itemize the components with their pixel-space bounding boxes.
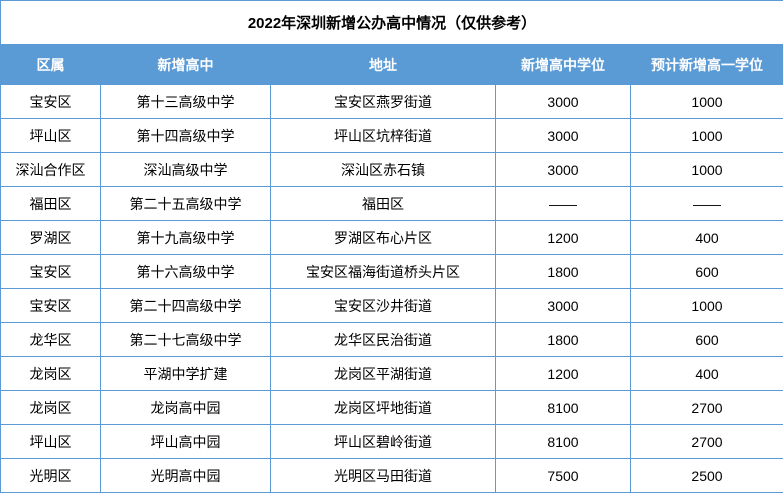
table-cell: 龙华区民治街道 — [271, 323, 496, 357]
table-cell: 坪山区 — [1, 119, 101, 153]
table-cell: 深汕合作区 — [1, 153, 101, 187]
table-title: 2022年深圳新增公办高中情况（仅供参考） — [1, 1, 783, 45]
table-cell: 坪山高中园 — [101, 425, 271, 459]
table-cell: 1200 — [496, 221, 631, 255]
table-cell: 第二十七高级中学 — [101, 323, 271, 357]
col-header-grade1-seats: 预计新增高一学位 — [631, 45, 783, 85]
table-cell: 3000 — [496, 289, 631, 323]
table-cell: 深汕高级中学 — [101, 153, 271, 187]
table-cell: 第十四高级中学 — [101, 119, 271, 153]
table-cell: 1800 — [496, 255, 631, 289]
table-row: 龙岗区龙岗高中园龙岗区坪地街道81002700 — [1, 391, 783, 425]
table-cell: 第十九高级中学 — [101, 221, 271, 255]
table-cell: 第二十四高级中学 — [101, 289, 271, 323]
table-row: 坪山区第十四高级中学坪山区坑梓街道30001000 — [1, 119, 783, 153]
table-cell: 600 — [631, 255, 783, 289]
table-row: 福田区第二十五高级中学福田区———— — [1, 187, 783, 221]
table-row: 光明区光明高中园光明区马田街道75002500 — [1, 459, 783, 493]
table-cell: 第二十五高级中学 — [101, 187, 271, 221]
table-cell: 光明高中园 — [101, 459, 271, 493]
table-cell: 1200 — [496, 357, 631, 391]
col-header-school: 新增高中 — [101, 45, 271, 85]
table-cell: 2700 — [631, 391, 783, 425]
table-cell: —— — [496, 187, 631, 221]
schools-table: 2022年深圳新增公办高中情况（仅供参考） 区属 新增高中 地址 新增高中学位 … — [0, 0, 783, 493]
table-cell: 罗湖区布心片区 — [271, 221, 496, 255]
table-cell: 400 — [631, 221, 783, 255]
table-cell: 深汕区赤石镇 — [271, 153, 496, 187]
table-cell: 龙华区 — [1, 323, 101, 357]
table-cell: 宝安区燕罗街道 — [271, 85, 496, 119]
table-cell: 3000 — [496, 85, 631, 119]
table-cell: 宝安区福海街道桥头片区 — [271, 255, 496, 289]
table-cell: 3000 — [496, 119, 631, 153]
table-cell: 第十三高级中学 — [101, 85, 271, 119]
table-cell: 8100 — [496, 425, 631, 459]
col-header-district: 区属 — [1, 45, 101, 85]
table-body: 宝安区第十三高级中学宝安区燕罗街道30001000坪山区第十四高级中学坪山区坑梓… — [1, 85, 783, 493]
table-cell: 1000 — [631, 85, 783, 119]
table-cell: 平湖中学扩建 — [101, 357, 271, 391]
table-cell: 2500 — [631, 459, 783, 493]
table-cell: 1000 — [631, 289, 783, 323]
table-cell: 宝安区 — [1, 289, 101, 323]
title-row: 2022年深圳新增公办高中情况（仅供参考） — [1, 1, 783, 45]
table-container: 2022年深圳新增公办高中情况（仅供参考） 区属 新增高中 地址 新增高中学位 … — [0, 0, 783, 493]
table-cell: 1800 — [496, 323, 631, 357]
table-cell: 坪山区坑梓街道 — [271, 119, 496, 153]
table-cell: 福田区 — [271, 187, 496, 221]
table-cell: 第十六高级中学 — [101, 255, 271, 289]
table-row: 宝安区第十三高级中学宝安区燕罗街道30001000 — [1, 85, 783, 119]
table-cell: 坪山区碧岭街道 — [271, 425, 496, 459]
table-cell: —— — [631, 187, 783, 221]
table-cell: 福田区 — [1, 187, 101, 221]
table-cell: 龙岗区 — [1, 391, 101, 425]
table-row: 坪山区坪山高中园坪山区碧岭街道81002700 — [1, 425, 783, 459]
table-row: 龙华区第二十七高级中学龙华区民治街道1800600 — [1, 323, 783, 357]
col-header-address: 地址 — [271, 45, 496, 85]
table-cell: 龙岗高中园 — [101, 391, 271, 425]
table-cell: 龙岗区平湖街道 — [271, 357, 496, 391]
table-cell: 龙岗区坪地街道 — [271, 391, 496, 425]
table-row: 宝安区第二十四高级中学宝安区沙井街道30001000 — [1, 289, 783, 323]
table-cell: 光明区马田街道 — [271, 459, 496, 493]
table-cell: 宝安区 — [1, 255, 101, 289]
table-cell: 2700 — [631, 425, 783, 459]
table-cell: 罗湖区 — [1, 221, 101, 255]
col-header-seats: 新增高中学位 — [496, 45, 631, 85]
table-row: 宝安区第十六高级中学宝安区福海街道桥头片区1800600 — [1, 255, 783, 289]
table-cell: 1000 — [631, 153, 783, 187]
table-cell: 宝安区 — [1, 85, 101, 119]
table-cell: 龙岗区 — [1, 357, 101, 391]
table-cell: 宝安区沙井街道 — [271, 289, 496, 323]
table-cell: 光明区 — [1, 459, 101, 493]
table-cell: 8100 — [496, 391, 631, 425]
table-cell: 坪山区 — [1, 425, 101, 459]
table-cell: 3000 — [496, 153, 631, 187]
table-cell: 600 — [631, 323, 783, 357]
table-cell: 1000 — [631, 119, 783, 153]
table-row: 深汕合作区深汕高级中学深汕区赤石镇30001000 — [1, 153, 783, 187]
table-row: 罗湖区第十九高级中学罗湖区布心片区1200400 — [1, 221, 783, 255]
table-cell: 7500 — [496, 459, 631, 493]
table-cell: 400 — [631, 357, 783, 391]
table-row: 龙岗区平湖中学扩建龙岗区平湖街道1200400 — [1, 357, 783, 391]
header-row: 区属 新增高中 地址 新增高中学位 预计新增高一学位 — [1, 45, 783, 85]
